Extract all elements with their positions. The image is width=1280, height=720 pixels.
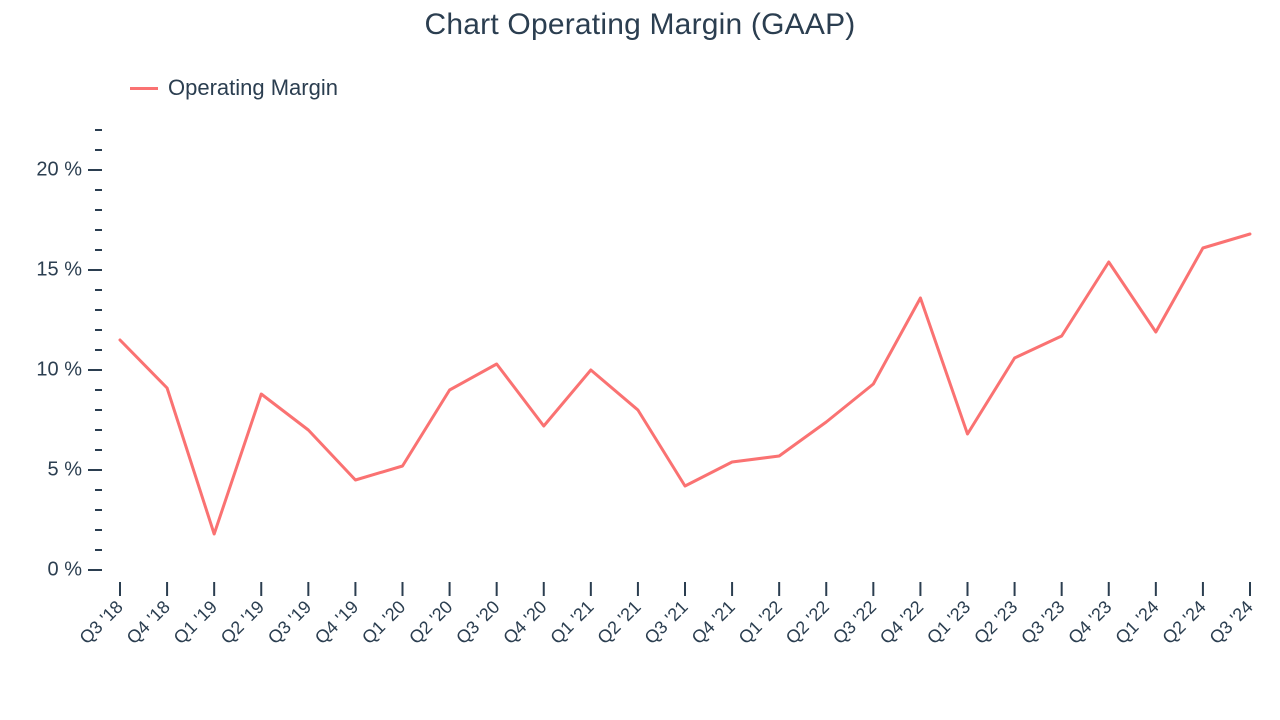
- y-tick-label: 20 %: [36, 158, 82, 180]
- y-tick-label: 5 %: [48, 458, 83, 480]
- x-tick-label: Q1 '19: [170, 597, 221, 648]
- series-line: [120, 234, 1250, 534]
- x-tick-label: Q2 '24: [1158, 597, 1209, 648]
- x-tick-label: Q1 '23: [923, 597, 974, 648]
- y-tick-label: 10 %: [36, 358, 82, 380]
- x-tick-label: Q4 '20: [499, 597, 550, 648]
- x-tick-label: Q4 '22: [876, 597, 927, 648]
- x-tick-label: Q1 '22: [735, 597, 786, 648]
- chart-container: Chart Operating Margin (GAAP) Operating …: [0, 0, 1280, 720]
- x-tick-label: Q3 '24: [1206, 597, 1257, 648]
- x-tick-label: Q1 '21: [546, 597, 597, 648]
- x-tick-label: Q3 '19: [264, 597, 315, 648]
- x-tick-label: Q1 '24: [1111, 597, 1162, 648]
- x-tick-label: Q3 '20: [452, 597, 503, 648]
- x-tick-label: Q4 '18: [123, 597, 174, 648]
- x-tick-label: Q4 '21: [688, 597, 739, 648]
- x-tick-label: Q3 '22: [829, 597, 880, 648]
- x-tick-label: Q1 '20: [358, 597, 409, 648]
- y-tick-label: 15 %: [36, 258, 82, 280]
- y-tick-label: 0 %: [48, 558, 83, 580]
- x-tick-label: Q3 '18: [76, 597, 127, 648]
- x-tick-label: Q2 '20: [405, 597, 456, 648]
- line-chart: 0 %5 %10 %15 %20 %Q3 '18Q4 '18Q1 '19Q2 '…: [0, 0, 1280, 720]
- x-tick-label: Q3 '21: [641, 597, 692, 648]
- x-tick-label: Q2 '19: [217, 597, 268, 648]
- x-tick-label: Q2 '22: [782, 597, 833, 648]
- x-tick-label: Q4 '19: [311, 597, 362, 648]
- x-tick-label: Q2 '21: [593, 597, 644, 648]
- x-tick-label: Q3 '23: [1017, 597, 1068, 648]
- x-tick-label: Q2 '23: [970, 597, 1021, 648]
- x-tick-label: Q4 '23: [1064, 597, 1115, 648]
